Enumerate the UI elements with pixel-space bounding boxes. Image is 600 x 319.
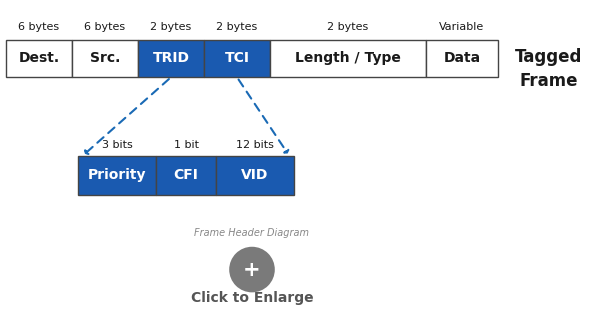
Text: +: + [243,260,261,279]
Text: 2 bytes: 2 bytes [217,22,257,32]
Text: Frame: Frame [520,72,578,90]
FancyBboxPatch shape [72,40,138,77]
Text: TCI: TCI [224,51,250,65]
Text: Click to Enlarge: Click to Enlarge [191,291,313,305]
Text: 6 bytes: 6 bytes [19,22,59,32]
FancyBboxPatch shape [204,40,270,77]
Text: Data: Data [443,51,481,65]
Text: TRID: TRID [152,51,190,65]
FancyBboxPatch shape [426,40,498,77]
Text: Priority: Priority [88,168,146,182]
Text: Src.: Src. [90,51,120,65]
Text: 2 bytes: 2 bytes [151,22,191,32]
FancyBboxPatch shape [270,40,426,77]
Text: Length / Type: Length / Type [295,51,401,65]
Text: 12 bits: 12 bits [236,140,274,150]
Text: 1 bit: 1 bit [173,140,199,150]
Text: VID: VID [241,168,269,182]
Text: 6 bytes: 6 bytes [85,22,125,32]
Text: 3 bits: 3 bits [101,140,133,150]
Ellipse shape [229,247,275,292]
Text: Dest.: Dest. [19,51,59,65]
Text: Tagged: Tagged [515,48,583,66]
FancyBboxPatch shape [6,40,72,77]
FancyBboxPatch shape [138,40,204,77]
FancyBboxPatch shape [216,156,294,195]
Text: 2 bytes: 2 bytes [328,22,368,32]
FancyBboxPatch shape [156,156,216,195]
Text: Frame Header Diagram: Frame Header Diagram [194,228,310,238]
Text: CFI: CFI [173,168,199,182]
FancyBboxPatch shape [78,156,156,195]
Text: Variable: Variable [439,22,485,32]
